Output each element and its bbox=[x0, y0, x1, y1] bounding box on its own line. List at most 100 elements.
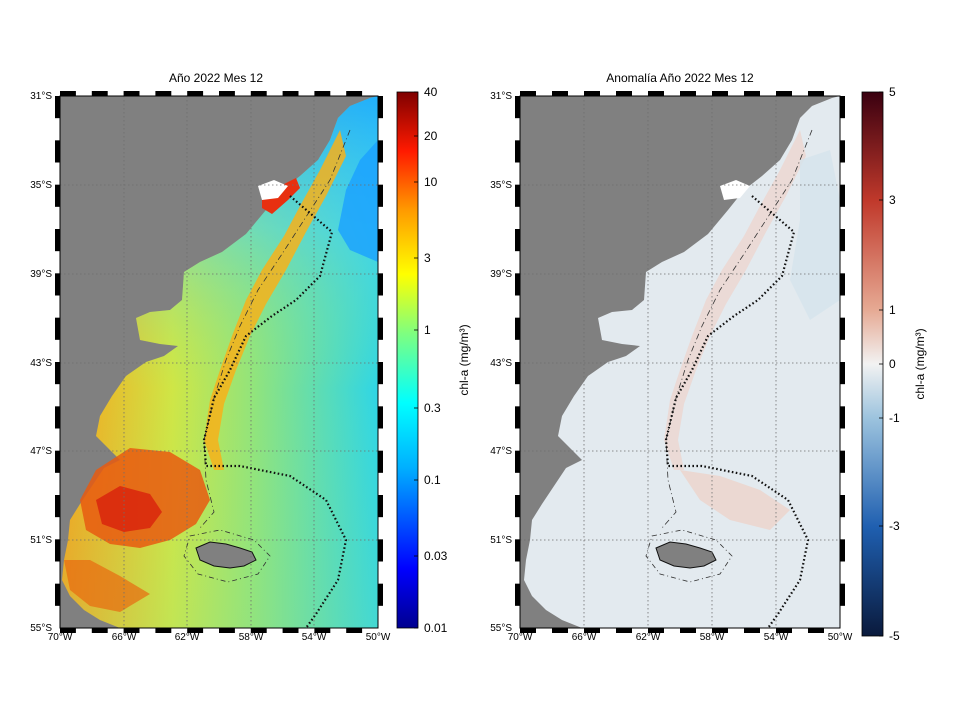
frame-segment bbox=[378, 362, 383, 385]
frame-segment bbox=[840, 317, 845, 340]
lon-label: 54°W bbox=[302, 632, 327, 643]
frame-segment bbox=[515, 406, 520, 429]
lon-label: 62°W bbox=[175, 632, 200, 643]
lat-label: 39°S bbox=[490, 269, 512, 280]
colorbar-tick-label: 40 bbox=[424, 85, 438, 99]
malvinas-islands bbox=[655, 541, 717, 569]
colorbar-gradient bbox=[396, 91, 419, 629]
frame-segment bbox=[515, 495, 520, 518]
eez-boundary bbox=[202, 195, 348, 628]
frame-segment bbox=[515, 96, 520, 119]
frame-segment bbox=[314, 91, 331, 96]
frame-segment bbox=[840, 96, 845, 119]
frame-segment bbox=[219, 91, 235, 96]
frame-segment bbox=[744, 91, 760, 96]
frame-segment bbox=[378, 317, 383, 340]
anomaly-map: Anomalía Año 2022 Mes 12 bbox=[490, 71, 927, 643]
colorbar-tick-label: 0.01 bbox=[424, 621, 448, 635]
frame-segment bbox=[515, 583, 520, 606]
frame-segment bbox=[219, 628, 235, 633]
frame-segment bbox=[55, 406, 60, 429]
patagonian-bloom-core bbox=[96, 486, 162, 532]
coastal-band-south bbox=[64, 560, 150, 612]
frame-segment bbox=[840, 495, 845, 518]
anomaly-negative-zone bbox=[790, 150, 840, 320]
malvinas-contour bbox=[645, 529, 733, 583]
colorbar-tick-label: 1 bbox=[424, 323, 431, 337]
shelf-break-front bbox=[204, 130, 346, 470]
frame-segment bbox=[552, 91, 568, 96]
lon-label: 50°W bbox=[366, 632, 391, 643]
colorbar-tick-label: -1 bbox=[889, 411, 900, 425]
colorbar-tick-label: 0.03 bbox=[424, 549, 448, 563]
lat-label: 51°S bbox=[490, 535, 512, 546]
lat-label: 55°S bbox=[30, 623, 52, 634]
colorbar-tick-label: 0 bbox=[889, 357, 896, 371]
frame-segment bbox=[378, 140, 383, 163]
lat-label: 31°S bbox=[30, 91, 52, 102]
frame-segment bbox=[840, 583, 845, 606]
frame-segment bbox=[346, 91, 363, 96]
colorbar-tick-label: -5 bbox=[889, 629, 900, 643]
frame-segment bbox=[55, 317, 60, 340]
colorbar-anomaly: 5 3 1 0 -1 -3 -5 chl-a (mg/m³) bbox=[861, 85, 927, 643]
frame-segment bbox=[55, 184, 60, 207]
frame-segment bbox=[776, 91, 792, 96]
lon-label: 58°W bbox=[239, 632, 264, 643]
frame-segment bbox=[378, 450, 383, 473]
anomaly-positive-zone bbox=[680, 470, 790, 530]
frame-segment bbox=[378, 229, 383, 252]
frame-segment bbox=[250, 91, 267, 96]
map-grid bbox=[60, 96, 378, 628]
colorbar-tick-label: 0.3 bbox=[424, 401, 441, 415]
lon-label: 66°W bbox=[112, 632, 137, 643]
frame-segment bbox=[55, 362, 60, 385]
isobath-200m bbox=[199, 129, 351, 529]
frame-segment bbox=[55, 450, 60, 473]
frame-segment bbox=[808, 628, 824, 633]
eez-boundary bbox=[664, 195, 810, 628]
lon-label: 54°W bbox=[764, 632, 789, 643]
colorbar-chl: 40 20 10 3 1 0.3 0.1 0.03 0.01 chl-a (mg… bbox=[396, 85, 471, 635]
frame-segment bbox=[55, 96, 60, 119]
frame-segment bbox=[155, 91, 172, 96]
colorbar-tick-label: 5 bbox=[889, 85, 896, 99]
frame-segment bbox=[616, 628, 632, 633]
frame-segment bbox=[840, 450, 845, 473]
frame-segment bbox=[378, 96, 383, 119]
malvinas-islands bbox=[195, 541, 257, 569]
frame-segment bbox=[515, 362, 520, 385]
lon-tick-labels: 70°W 66°W 62°W 58°W 54°W 50°W bbox=[508, 632, 853, 643]
map-frame-ticks bbox=[55, 91, 383, 633]
colorbar-tick-label: -3 bbox=[889, 519, 900, 533]
frame-segment bbox=[378, 583, 383, 606]
frame-segment bbox=[840, 229, 845, 252]
frame-segment bbox=[515, 140, 520, 163]
lat-label: 47°S bbox=[30, 446, 52, 457]
low-chl-zone bbox=[338, 140, 378, 262]
colorbar-tick-label: 0.1 bbox=[424, 473, 441, 487]
frame-segment bbox=[60, 628, 76, 633]
frame-segment bbox=[123, 628, 140, 633]
frame-segment bbox=[282, 91, 299, 96]
frame-segment bbox=[55, 495, 60, 518]
frame-segment bbox=[378, 539, 383, 562]
frame-segment bbox=[840, 273, 845, 296]
colorbar-tick-label: 3 bbox=[889, 193, 896, 207]
lat-tick-labels: 31°S 35°S 39°S 43°S 47°S 51°S 55°S bbox=[490, 91, 512, 634]
frame-segment bbox=[282, 628, 299, 633]
colorbar-label: chl-a (mg/m³) bbox=[913, 328, 927, 399]
frame-segment bbox=[584, 91, 600, 96]
lat-label: 51°S bbox=[30, 535, 52, 546]
frame-segment bbox=[712, 91, 728, 96]
frame-segment bbox=[515, 273, 520, 296]
frame-segment bbox=[515, 450, 520, 473]
frame-segment bbox=[712, 628, 728, 633]
colorbar-tick-label: 20 bbox=[424, 129, 438, 143]
frame-segment bbox=[378, 273, 383, 296]
frame-segment bbox=[91, 628, 108, 633]
frame-segment bbox=[515, 317, 520, 340]
frame-segment bbox=[515, 184, 520, 207]
frame-segment bbox=[584, 628, 600, 633]
